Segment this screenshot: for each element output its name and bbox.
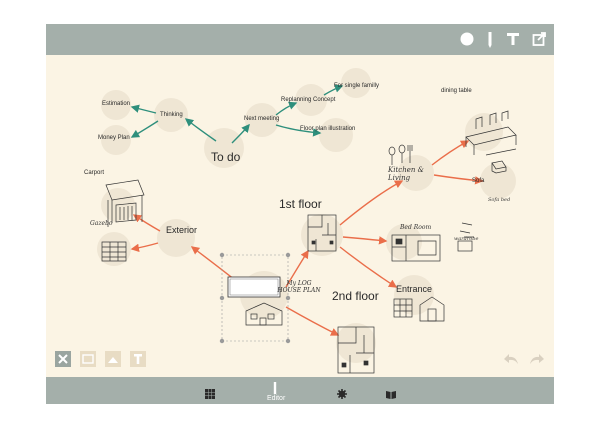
single-family-label: For single familly xyxy=(334,83,380,89)
arrow-first-kitchen xyxy=(339,180,404,226)
arrow-thinking-estimation xyxy=(130,104,157,114)
arrow-kitchen-sofa xyxy=(433,174,484,185)
mind-map-canvas[interactable] xyxy=(46,55,554,377)
arrow-center-second xyxy=(285,306,340,336)
entrance-label: Entrance xyxy=(396,284,433,294)
node-bubble-bedroom[interactable] xyxy=(386,224,422,260)
wardrobe-sketch xyxy=(457,222,474,252)
book-icon[interactable] xyxy=(386,386,396,404)
pen-icon[interactable] xyxy=(486,32,494,53)
image-icon[interactable] xyxy=(80,351,96,367)
delete-icon[interactable] xyxy=(55,351,71,367)
arrow-exterior-garden xyxy=(130,242,159,252)
next-meeting-label: Next meeting xyxy=(244,116,280,122)
grid-view-icon[interactable] xyxy=(205,386,215,404)
color-swatch-icon[interactable] xyxy=(460,32,474,51)
entrance-sketch xyxy=(393,296,445,322)
node-bubble-single-family[interactable] xyxy=(341,68,371,98)
arrow-kitchen-dining xyxy=(431,140,470,166)
first-floor-label: 1st floor xyxy=(279,197,322,211)
node-bubble-next-meeting[interactable] xyxy=(245,103,279,137)
bedroom-label: Bed Room xyxy=(400,224,432,231)
log-house-plan-label: My LOG HOUSE PLAN xyxy=(277,280,321,294)
node-bubble-garden[interactable] xyxy=(97,232,131,266)
arrow-first-entrance xyxy=(339,246,398,288)
thinking-label: Thinking xyxy=(160,112,183,118)
node-bubble-replanning[interactable] xyxy=(295,84,327,116)
text-box-icon[interactable] xyxy=(130,351,146,367)
top-toolbar xyxy=(46,24,554,55)
arrow-exterior-carport xyxy=(132,214,161,232)
wardrobe-label: wardrobe xyxy=(454,236,479,242)
gazebo-sketch xyxy=(101,241,127,262)
kitchen-utensils-sketch xyxy=(388,144,413,165)
second-floor-label: 2nd floor xyxy=(332,289,379,303)
node-bubble-sofa[interactable] xyxy=(480,163,516,199)
estimation-label: Estimation xyxy=(102,101,131,107)
editor-pen-icon[interactable] xyxy=(273,381,277,399)
carport-label: Carport xyxy=(84,170,105,176)
first-floor-plan-sketch xyxy=(307,214,337,252)
dining-table-sketch xyxy=(465,110,517,156)
todo-label: To do xyxy=(211,150,241,164)
arrow-center-first xyxy=(285,249,309,288)
house-sketch-center xyxy=(245,302,283,326)
arrow-next-floor-plan xyxy=(275,124,322,137)
node-bubble-todo[interactable] xyxy=(204,128,244,168)
money-plan-label: Money Plan xyxy=(98,135,130,141)
sofa-label: Sofa xyxy=(472,178,485,184)
redo-icon[interactable] xyxy=(528,352,544,368)
node-bubble-thinking[interactable] xyxy=(154,98,188,132)
undo-icon[interactable] xyxy=(504,352,520,368)
arrow-thinking-money xyxy=(130,120,159,138)
settings-gear-icon[interactable] xyxy=(337,386,347,404)
log-house-sign-sketch xyxy=(227,276,281,298)
floor-plan-label: Floor plan illustration xyxy=(300,126,356,132)
kitchen-living-label: Kitchen & Living xyxy=(388,166,424,182)
arrow-first-bedroom xyxy=(342,236,388,245)
node-bubble-exterior[interactable] xyxy=(157,219,195,257)
replanning-label: Replanning Concept xyxy=(281,97,336,103)
editor-label[interactable]: Editor xyxy=(267,395,286,402)
bedroom-sketch xyxy=(391,234,441,262)
arrow-todo-next-meeting xyxy=(231,123,250,144)
gazebo-label: Gazebo xyxy=(90,220,113,227)
node-bubble-kitchen[interactable] xyxy=(398,155,434,191)
text-icon[interactable] xyxy=(506,32,520,51)
sofa-bed-label: Sofa bed xyxy=(488,197,511,203)
bottom-nav-bar: Editor xyxy=(46,377,554,404)
arrow-next-replanning xyxy=(275,101,298,116)
arrow-todo-thinking xyxy=(184,118,217,142)
tablet-screen: To do Thinking Estimation Money Plan Nex… xyxy=(46,24,554,404)
exterior-label: Exterior xyxy=(166,225,198,235)
node-bubble-dining[interactable] xyxy=(465,113,503,151)
second-floor-plan-sketch xyxy=(337,326,375,374)
selection-frame[interactable] xyxy=(219,252,291,344)
share-icon[interactable] xyxy=(532,32,546,51)
photo-icon[interactable] xyxy=(105,351,121,367)
dining-table-label: dining table xyxy=(441,88,472,94)
node-bubble-estimation[interactable] xyxy=(101,90,131,120)
node-bubble-floor-plan[interactable] xyxy=(319,118,353,152)
carport-sketch xyxy=(105,179,145,227)
node-bubble-money-plan[interactable] xyxy=(101,125,131,155)
sofa-sketch xyxy=(491,160,507,174)
arrow-replanning-family xyxy=(323,84,344,96)
